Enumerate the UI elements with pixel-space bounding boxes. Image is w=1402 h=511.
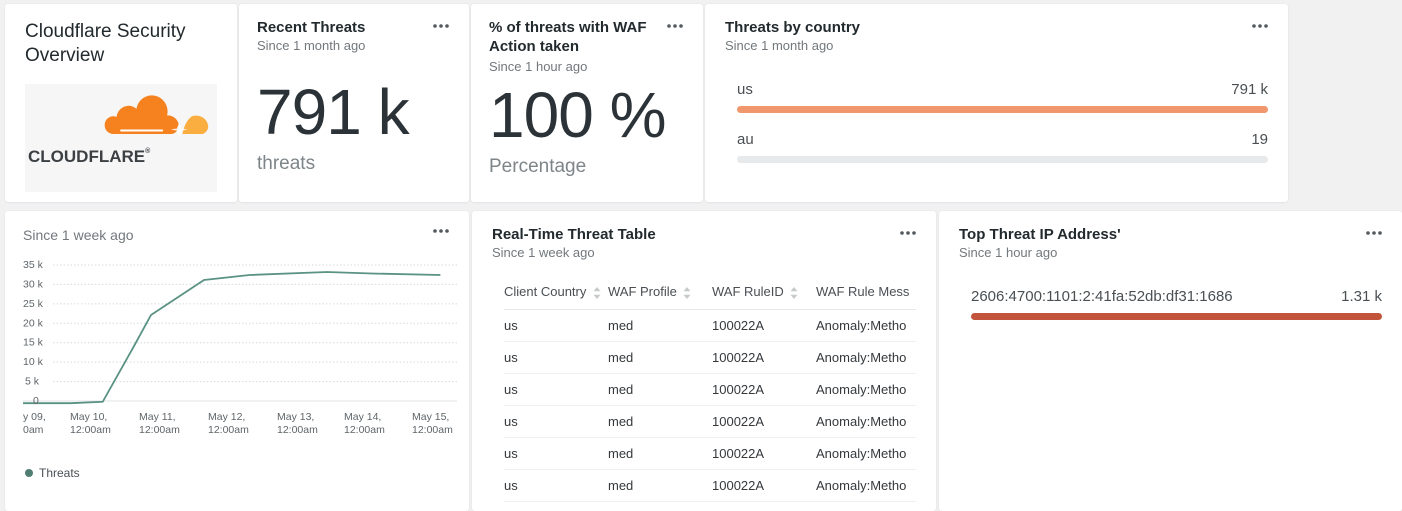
svg-text:May 12,: May 12, — [208, 411, 245, 423]
svg-text:12:00am: 12:00am — [70, 424, 111, 436]
svg-text:15 k: 15 k — [23, 337, 44, 349]
svg-text:20 k: 20 k — [23, 317, 44, 329]
svg-text:35 k: 35 k — [23, 259, 44, 271]
svg-text:0am: 0am — [23, 424, 44, 436]
svg-text:12:00am: 12:00am — [277, 424, 318, 436]
svg-text:May 14,: May 14, — [344, 411, 381, 423]
svg-text:12:00am: 12:00am — [139, 424, 180, 436]
svg-text:May 11,: May 11, — [139, 411, 176, 423]
svg-text:5 k: 5 k — [25, 376, 40, 388]
svg-text:12:00am: 12:00am — [412, 424, 453, 436]
svg-text:12:00am: 12:00am — [208, 424, 249, 436]
svg-text:May 10,: May 10, — [70, 411, 107, 423]
svg-text:y 09,: y 09, — [23, 411, 46, 423]
svg-text:Threats: Threats — [39, 466, 80, 480]
svg-text:25 k: 25 k — [23, 298, 44, 310]
svg-text:30 k: 30 k — [23, 278, 44, 290]
svg-text:0: 0 — [33, 395, 39, 407]
svg-text:12:00am: 12:00am — [344, 424, 385, 436]
svg-text:May 15,: May 15, — [412, 411, 449, 423]
svg-text:May 13,: May 13, — [277, 411, 314, 423]
svg-text:10 k: 10 k — [23, 356, 44, 368]
